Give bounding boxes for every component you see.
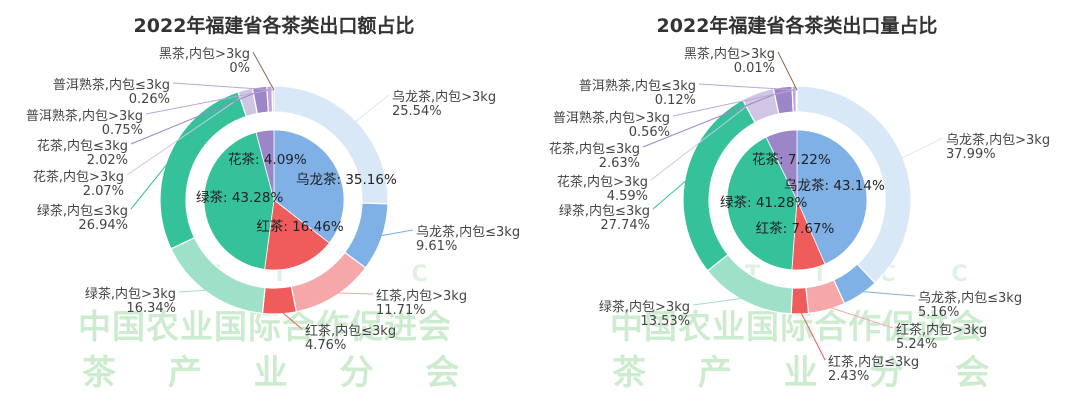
- inner-label: 乌龙茶: 43.14%: [784, 178, 885, 194]
- outer-label: 黑茶,内包>3kg 0%: [159, 46, 250, 76]
- outer-label: 花茶,内包≤3kg 2.02%: [37, 138, 128, 168]
- outer-label: 绿茶,内包>3kg 13.53%: [599, 299, 690, 329]
- outer-label: 绿茶,内包≤3kg 27.74%: [559, 203, 650, 233]
- leader-line: [332, 292, 374, 295]
- leader-line: [652, 177, 690, 210]
- leader-line: [252, 51, 275, 91]
- leader-line: [278, 309, 303, 330]
- leader-line: [126, 93, 247, 176]
- leader-line: [352, 94, 390, 124]
- leader-line: [145, 89, 270, 115]
- outer-label: 乌龙茶,内包>3kg 37.99%: [946, 132, 1050, 162]
- leader-line: [698, 83, 797, 91]
- leader-line: [692, 297, 747, 306]
- outer-slice: [271, 85, 275, 113]
- outer-slice: [795, 85, 798, 113]
- inner-slice: [796, 129, 868, 265]
- outer-label: 花茶,内包≤3kg 2.63%: [549, 141, 640, 171]
- watermark-sub-right: 茶 产 业 分 会: [612, 353, 1010, 393]
- outer-label: 红茶,内包>3kg 5.24%: [896, 322, 987, 352]
- outer-label: 绿茶,内包>3kg 16.34%: [85, 286, 176, 316]
- outer-label: 花茶,内包>3kg 4.59%: [557, 174, 648, 204]
- outer-label: 黑茶,内包>3kg 0.01%: [684, 46, 775, 76]
- outer-label: 普洱熟茶,内包≤3kg 0.26%: [53, 77, 170, 107]
- leader-line: [799, 309, 826, 361]
- inner-label: 绿茶: 43.28%: [196, 190, 283, 206]
- outer-label: 普洱熟茶,内包>3kg 0.56%: [553, 110, 670, 140]
- leader-line: [899, 137, 944, 160]
- outer-label: 红茶,内包>3kg 11.71%: [376, 288, 467, 318]
- outer-label: 绿茶,内包≤3kg 26.94%: [37, 203, 128, 233]
- inner-label: 红茶: 7.67%: [756, 221, 835, 237]
- inner-label: 花茶: 4.09%: [228, 152, 307, 168]
- inner-label: 乌龙茶: 35.16%: [296, 172, 397, 188]
- outer-label: 乌龙茶,内包≤3kg 5.16%: [918, 290, 1022, 320]
- chart-title: 2022年福建省各茶类出口量占比: [657, 14, 938, 37]
- chart-title: 2022年福建省各茶类出口额占比: [134, 14, 415, 37]
- inner-slice: [726, 136, 798, 271]
- leader-line: [130, 156, 174, 210]
- outer-label: 乌龙茶,内包>3kg 25.54%: [392, 89, 496, 119]
- outer-label: 红茶,内包≤3kg 2.43%: [828, 354, 919, 384]
- inner-slice: [273, 129, 345, 244]
- outer-label: 乌龙茶,内包≤3kg 9.61%: [416, 224, 520, 254]
- inner-label: 花茶: 7.22%: [752, 152, 831, 168]
- outer-label: 普洱熟茶,内包≤3kg 0.12%: [579, 78, 696, 108]
- leader-line: [777, 51, 798, 91]
- leader-line: [650, 96, 760, 181]
- inner-slice: [203, 131, 275, 270]
- leader-line: [178, 289, 211, 293]
- leader-line: [130, 90, 261, 145]
- leader-line: [672, 89, 795, 117]
- inner-label: 绿茶: 41.28%: [720, 195, 807, 211]
- leader-line: [172, 82, 274, 91]
- leader-line: [377, 229, 414, 237]
- leader-line: [642, 90, 784, 148]
- inner-label: 红茶: 16.46%: [256, 219, 343, 235]
- outer-label: 红茶,内包≤3kg 4.76%: [305, 323, 396, 353]
- outer-label: 普洱熟茶,内包>3kg 0.75%: [26, 108, 143, 138]
- inner-slice: [765, 129, 798, 201]
- watermark-sub-left: 茶 产 业 分 会: [82, 353, 480, 393]
- inner-slice: [264, 199, 330, 271]
- leader-line: [858, 290, 916, 297]
- outer-label: 花茶,内包>3kg 2.07%: [33, 169, 124, 199]
- leader-line: [825, 305, 894, 329]
- inner-slice: [255, 129, 275, 201]
